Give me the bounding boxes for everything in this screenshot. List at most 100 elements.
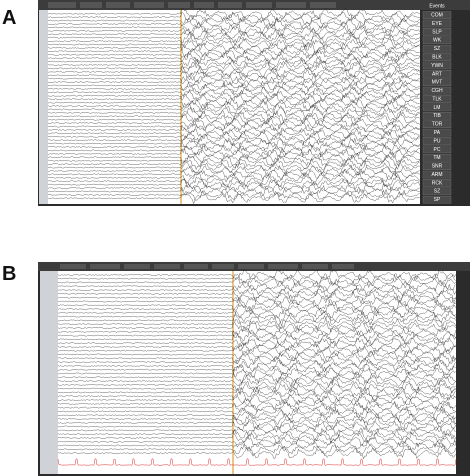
eeg-trace <box>57 413 456 426</box>
event-button-label[interactable]: TIB <box>433 113 441 119</box>
eeg-trace <box>47 82 420 95</box>
eeg-trace <box>57 317 456 331</box>
eeg-trace <box>58 276 456 289</box>
eeg-trace <box>47 38 420 51</box>
eeg-trace <box>47 17 420 30</box>
event-button-label[interactable]: SZ <box>434 189 440 195</box>
event-button[interactable] <box>422 145 452 154</box>
event-button-label[interactable]: WK <box>433 38 442 44</box>
eeg-trace <box>57 306 456 319</box>
event-button-label[interactable]: RCK <box>432 180 443 186</box>
event-button[interactable] <box>422 187 452 196</box>
eeg-trace <box>57 344 456 358</box>
eeg-trace <box>47 154 420 167</box>
event-button[interactable] <box>422 137 452 145</box>
event-button[interactable] <box>422 11 452 19</box>
panel-label: B <box>2 263 16 285</box>
eeg-trace <box>57 424 456 437</box>
eeg-trace <box>47 172 420 185</box>
eeg-trace <box>57 280 456 293</box>
eeg-traces <box>47 7 420 205</box>
eeg-trace <box>47 116 420 130</box>
event-button[interactable] <box>422 103 452 112</box>
event-button-label[interactable]: COM <box>431 13 443 19</box>
eeg-trace <box>57 390 456 403</box>
eeg-trace <box>47 21 420 34</box>
toolbar-controls <box>60 264 354 269</box>
event-button-label[interactable]: ARM <box>431 172 442 178</box>
event-button-label[interactable]: SLP <box>432 29 442 35</box>
eeg-trace <box>57 439 456 452</box>
eeg-trace <box>47 147 420 160</box>
event-button[interactable] <box>422 53 452 61</box>
event-button[interactable] <box>422 86 452 95</box>
event-button[interactable] <box>422 70 452 78</box>
event-button-label[interactable]: EYE <box>432 21 443 27</box>
eeg-trace <box>58 363 456 376</box>
eeg-trace <box>58 333 456 346</box>
event-button[interactable] <box>422 95 452 103</box>
event-button-label[interactable]: PC <box>434 147 441 153</box>
event-button[interactable] <box>422 78 452 87</box>
eeg-trace <box>47 130 420 144</box>
eeg-trace <box>47 188 420 201</box>
event-button[interactable] <box>422 195 452 204</box>
toolbar-controls <box>48 2 336 8</box>
event-button-label[interactable]: SZ <box>434 46 440 52</box>
event-button-label[interactable]: SP <box>434 197 441 203</box>
event-button[interactable] <box>422 120 452 128</box>
eeg-trace <box>47 100 420 113</box>
eeg-trace <box>57 283 456 297</box>
eeg-trace <box>47 123 420 137</box>
eeg-trace <box>47 92 420 106</box>
eeg-trace <box>57 322 456 334</box>
eeg-trace <box>47 55 420 68</box>
eeg-trace <box>47 14 420 27</box>
eeg-trace <box>57 291 456 304</box>
event-button-label[interactable]: TLK <box>432 96 442 102</box>
event-button-label[interactable]: ART <box>432 71 442 77</box>
eeg-trace <box>47 178 420 191</box>
eeg-trace <box>57 295 456 308</box>
eeg-trace <box>47 140 420 154</box>
eeg-trace <box>57 273 456 285</box>
eeg-trace <box>47 157 420 171</box>
eeg-trace <box>47 58 420 71</box>
event-button[interactable] <box>422 36 452 45</box>
eeg-trace <box>47 69 420 82</box>
eeg-trace <box>47 127 420 140</box>
eeg-trace <box>57 329 456 342</box>
eeg-trace <box>58 409 456 422</box>
eeg-trace <box>47 25 420 37</box>
eeg-trace <box>47 79 420 92</box>
event-button-label[interactable]: SNR <box>432 164 443 170</box>
eeg-trace <box>57 401 456 414</box>
event-button[interactable] <box>422 179 452 187</box>
event-button[interactable] <box>422 162 452 170</box>
eeg-trace <box>57 386 456 398</box>
event-button-label[interactable]: MVT <box>432 80 443 86</box>
event-button-label[interactable]: PA <box>434 130 441 136</box>
eeg-trace <box>47 45 420 58</box>
event-button-label[interactable]: LM <box>434 105 441 111</box>
eeg-trace <box>47 48 420 61</box>
event-button-label[interactable]: CGH <box>431 88 443 94</box>
event-button-label[interactable]: TM <box>433 155 440 161</box>
event-button-label[interactable]: TOR <box>432 122 443 128</box>
event-button[interactable] <box>422 61 452 70</box>
event-button-label[interactable]: PU <box>434 138 441 144</box>
eeg-trace <box>58 367 456 380</box>
eeg-trace <box>57 435 456 448</box>
event-button-label[interactable]: YWN <box>431 63 443 69</box>
event-button[interactable] <box>422 153 452 162</box>
event-button[interactable] <box>422 44 452 53</box>
event-button[interactable] <box>422 128 452 137</box>
event-button[interactable] <box>422 28 452 36</box>
event-button[interactable] <box>422 19 452 28</box>
event-button[interactable] <box>422 170 452 179</box>
event-button-label[interactable]: BLK <box>432 54 442 60</box>
event-button[interactable] <box>422 111 452 120</box>
eeg-trace <box>57 348 456 361</box>
eeg-trace <box>57 427 456 441</box>
